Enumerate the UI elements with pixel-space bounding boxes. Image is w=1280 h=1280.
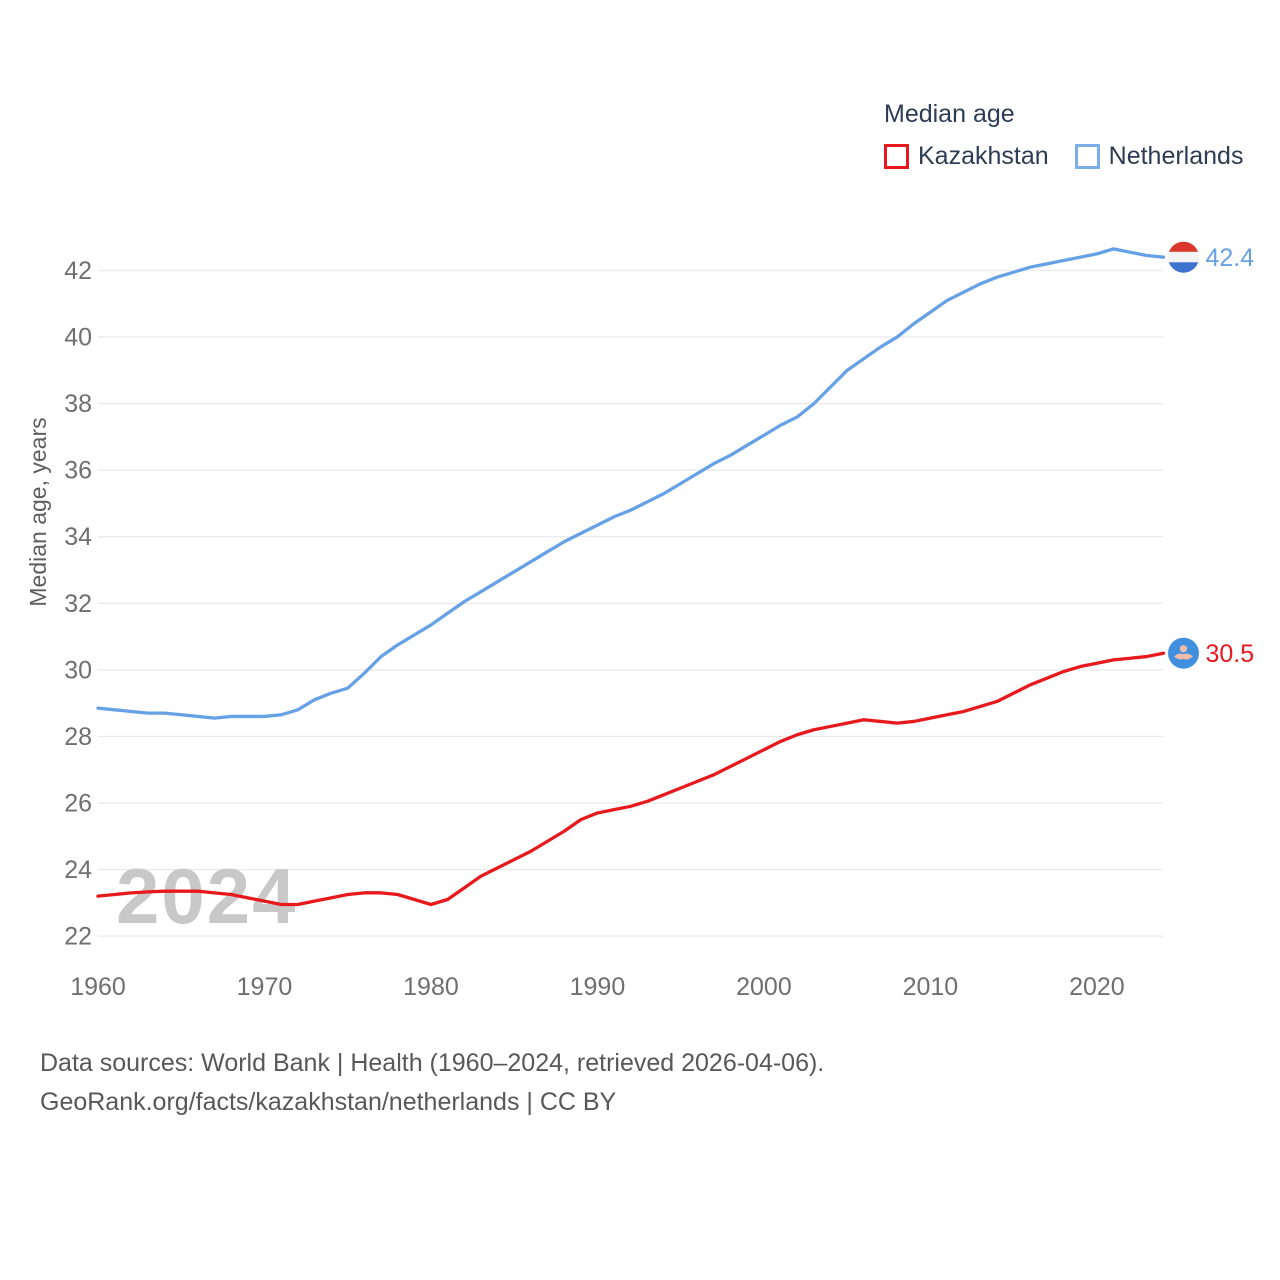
series-line-netherlands[interactable] xyxy=(96,247,1166,720)
legend-label-kazakhstan: Kazakhstan xyxy=(918,142,1049,170)
x-tick-label: 2020 xyxy=(1069,973,1125,1001)
watermark-year: 2024 xyxy=(116,852,298,940)
y-tick-label: 24 xyxy=(64,856,92,884)
series-lines xyxy=(96,247,1166,907)
y-tick-label: 30 xyxy=(64,656,92,684)
legend-item-kazakhstan[interactable]: Kazakhstan xyxy=(884,142,1049,171)
y-axis-title: Median age, years xyxy=(25,417,51,606)
y-tick-label: 32 xyxy=(64,590,92,618)
x-tick-label: 2010 xyxy=(903,973,959,1001)
legend: Median age Kazakhstan Netherlands xyxy=(884,100,1243,171)
legend-item-netherlands[interactable]: Netherlands xyxy=(1074,142,1244,171)
data-sources-text: Data sources: World Bank | Health (1960–… xyxy=(40,1049,825,1077)
footer: Data sources: World Bank | Health (1960–… xyxy=(40,1044,824,1122)
x-tick-label: 1970 xyxy=(237,973,293,1001)
x-tick-label: 1980 xyxy=(403,973,459,1001)
legend-items: Kazakhstan Netherlands xyxy=(884,142,1243,171)
x-tick-label: 2000 xyxy=(736,973,792,1001)
y-tick-label: 42 xyxy=(64,257,92,285)
y-tick-label: 38 xyxy=(64,390,92,418)
netherlands-flag-icon xyxy=(1168,241,1199,273)
y-tick-label: 22 xyxy=(64,923,92,951)
x-tick-label: 1990 xyxy=(570,973,626,1001)
y-tick-label: 40 xyxy=(64,324,92,352)
legend-title: Median age xyxy=(884,100,1015,128)
y-tick-label: 28 xyxy=(64,723,92,751)
legend-label-netherlands: Netherlands xyxy=(1108,142,1244,170)
y-tick-label: 36 xyxy=(64,457,92,485)
netherlands-swatch-icon xyxy=(1074,144,1100,169)
kazakhstan-end-value: 30.5 xyxy=(1206,640,1255,668)
x-tick-label: 1960 xyxy=(70,973,126,1001)
gridlines xyxy=(98,269,1163,937)
axis-tick-labels: 22 24 26 28 30 32 34 36 38 40 42 1960 1970 1980 1990 20… xyxy=(64,257,1125,1001)
georank-link[interactable]: GeoRank.org/facts/kazakhstan/netherlands… xyxy=(40,1088,617,1116)
kazakhstan-swatch-icon xyxy=(884,144,909,169)
kazakhstan-end-marker[interactable]: 30.5 xyxy=(1168,637,1255,669)
kazakhstan-flag-icon xyxy=(1168,637,1199,669)
y-tick-label: 34 xyxy=(64,523,92,551)
series-line-kazakhstan[interactable] xyxy=(96,651,1166,907)
netherlands-end-marker[interactable]: 42.4 xyxy=(1168,241,1255,273)
y-tick-label: 26 xyxy=(64,789,92,817)
netherlands-end-value: 42.4 xyxy=(1206,244,1255,272)
